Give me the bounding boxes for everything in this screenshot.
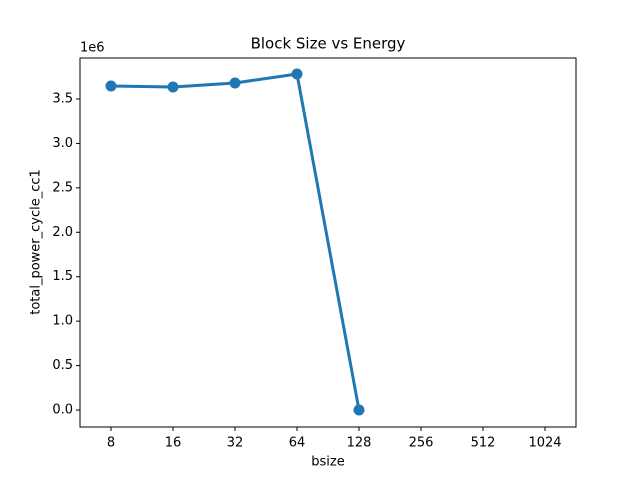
x-tick-label: 128 xyxy=(347,436,372,451)
y-tick-label: 0.0 xyxy=(52,403,73,418)
point xyxy=(229,77,241,89)
y-tick-label: 2.0 xyxy=(52,225,73,240)
x-tick-label: 64 xyxy=(289,436,306,451)
y-tick-label: 1.0 xyxy=(52,314,73,329)
x-tick-label: 256 xyxy=(409,436,434,451)
y-tick-label: 2.5 xyxy=(52,180,73,195)
chart-title: Block Size vs Energy xyxy=(251,35,406,53)
y-tick-label: 3.0 xyxy=(52,136,73,151)
point xyxy=(167,81,179,93)
x-tick-label: 32 xyxy=(227,436,244,451)
x-tick-label: 512 xyxy=(471,436,496,451)
point xyxy=(291,68,303,80)
axes-frame xyxy=(79,57,577,428)
y-tick-label: 0.5 xyxy=(52,358,73,373)
x-tick-label: 8 xyxy=(107,436,115,451)
x-tick-label: 1024 xyxy=(528,436,561,451)
y-axis-label: total_power_cycle_cc1 xyxy=(29,169,44,315)
x-axis-label: bsize xyxy=(311,455,344,470)
point xyxy=(105,80,117,92)
x-tick-label: 16 xyxy=(165,436,182,451)
y-offset-label: 1e6 xyxy=(80,41,105,56)
y-tick-label: 1.5 xyxy=(52,269,73,284)
point xyxy=(353,404,365,416)
y-tick-label: 3.5 xyxy=(52,91,73,106)
